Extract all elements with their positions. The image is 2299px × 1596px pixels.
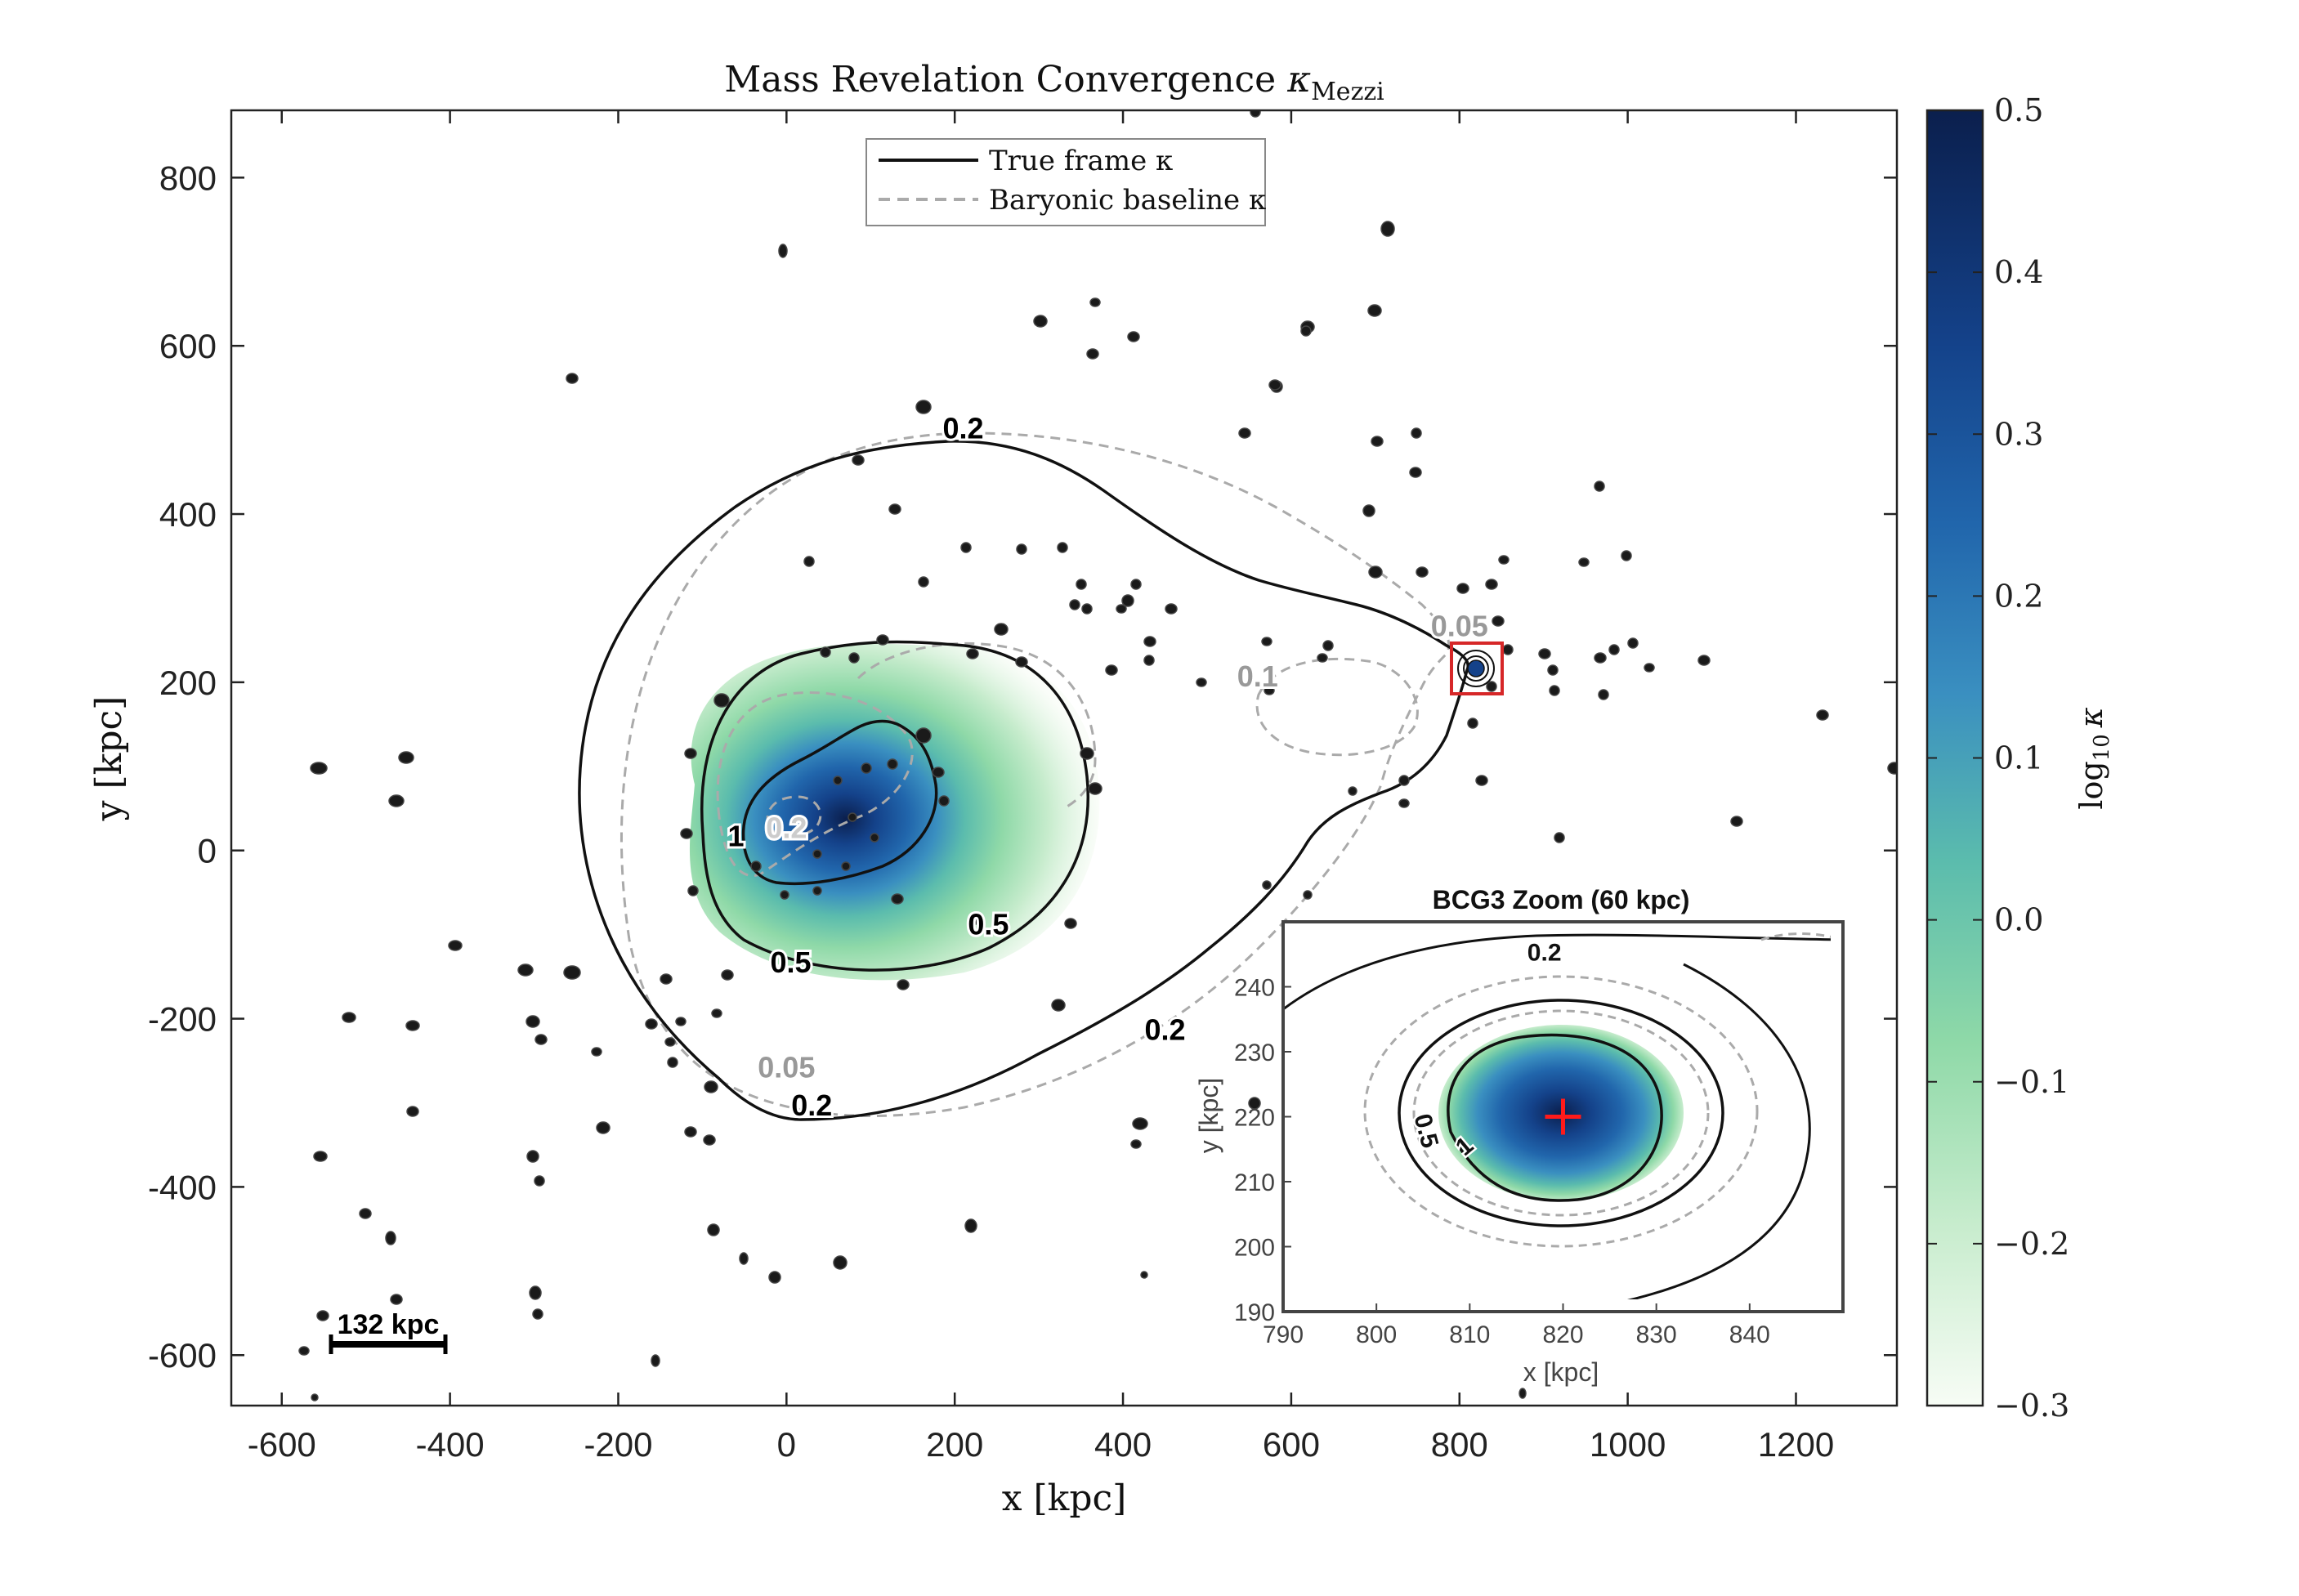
y-axis: 800 600 400 200 0 -200 -400 -600: [148, 159, 1897, 1375]
y-tick-label: 800: [159, 159, 217, 197]
contour-labels: 0.2 0.2 0.2 0.5 0.5 1 0.05 0.1 0.05 0.2: [726, 409, 1491, 1124]
scale-bar: 132 kpc: [329, 1309, 448, 1354]
x-tick-label: 1200: [1758, 1425, 1834, 1464]
x-tick-label: 600: [1263, 1425, 1320, 1464]
colorbar-label: log10κ: [2073, 707, 2114, 809]
inset-x-tick-label: 790: [1263, 1321, 1304, 1348]
contour-label: 0.1: [1237, 659, 1278, 693]
legend-box: [865, 138, 1266, 226]
inset-x-tick-label: 800: [1356, 1321, 1397, 1348]
inset-x-tick-label: 820: [1542, 1321, 1583, 1348]
y-axis-label: y [kpc]: [88, 696, 130, 822]
inset-outer-contour-right: [1626, 963, 1811, 1299]
x-tick-label: 400: [1094, 1425, 1152, 1464]
y-tick-label: 400: [159, 495, 217, 534]
main-plot-frame: [230, 109, 1899, 1407]
colorbar-tick-label: 0.3: [1994, 416, 2043, 452]
y-tick-label: 200: [159, 664, 217, 702]
contour-label: 0.05: [1431, 609, 1488, 642]
inset-x-tick-label: 830: [1636, 1321, 1677, 1348]
colorbar-tick-label: −0.3: [1994, 1388, 2069, 1424]
contour-label: 0.2: [766, 811, 807, 844]
main-plot: 0.2 0.2 0.2 0.5 0.5 1 0.05 0.1 0.05 0.2: [231, 110, 1897, 1406]
inset-outer-contour-top: [1282, 933, 1831, 1011]
inset-dashed-contour-inner: [1412, 1009, 1710, 1217]
x-tick-label: -600: [248, 1425, 316, 1464]
bcg3-highlight-box: [1450, 642, 1504, 695]
inset-y-axis-label: y [kpc]: [1194, 1078, 1223, 1153]
inset-y-tick-label: 210: [1234, 1169, 1275, 1196]
inset-y-tick-label: 200: [1234, 1235, 1275, 1262]
true-frame-contours: [578, 440, 1469, 1121]
x-tick-label: 0: [777, 1425, 796, 1464]
inset-contour-0.5: [1398, 999, 1724, 1227]
colorbar-tick-label: −0.1: [1994, 1064, 2069, 1100]
inset-y-axis: 240 230 220 210 200 190: [1234, 975, 1291, 1326]
contour-label: 0.2: [1144, 1013, 1185, 1046]
colorbar: 0.5 0.4 0.3 0.2 0.1 0.0 −0.1 −0.2 −0.3 log10κ: [1926, 92, 2114, 1424]
inset-contour-label: 0.2: [1527, 940, 1562, 967]
x-tick-label: 800: [1431, 1425, 1488, 1464]
x-axis-label: x [kpc]: [1002, 1478, 1127, 1519]
inset-y-tick-label: 190: [1234, 1299, 1275, 1326]
inset-x-axis: 790 800 810 820 830 840: [1263, 1303, 1770, 1348]
inset-contour-1: [1447, 1033, 1663, 1202]
legend-label-baryonic: Baryonic baseline κ: [989, 184, 1266, 217]
inset-y-tick-label: 240: [1234, 975, 1275, 1002]
inset-y-tick-label: 220: [1234, 1105, 1275, 1132]
y-tick-label: 600: [159, 327, 217, 365]
baryonic-contours: [619, 431, 1451, 1117]
scale-bar-label: 132 kpc: [338, 1309, 440, 1340]
legend-label-true-frame: True frame κ: [989, 145, 1173, 177]
contour-label: 0.2: [791, 1089, 832, 1122]
colorbar-tick-label: 0.0: [1994, 902, 2043, 938]
colorbar-tick-label: 0.4: [1994, 254, 2043, 290]
x-tick-label: 1000: [1590, 1425, 1666, 1464]
contour-label: 0.5: [968, 908, 1009, 941]
inset-y-tick-label: 230: [1234, 1039, 1275, 1066]
contour-label: 1: [728, 820, 745, 853]
colorbar-tick-label: 0.2: [1994, 578, 2043, 614]
y-tick-label: 0: [198, 832, 217, 870]
convergence-heatmap-main: [689, 643, 1100, 981]
colorbar-tick-label: 0.5: [1994, 92, 2043, 128]
x-axis: -600 -400 -200 0 200 400 600 800 1000 1200: [248, 110, 1834, 1464]
x-tick-label: -400: [416, 1425, 485, 1464]
contour-label: 0.5: [770, 946, 811, 979]
y-tick-label: -400: [148, 1168, 217, 1206]
galaxy-blobs: [298, 110, 1897, 1402]
legend: True frame κ Baryonic baseline κ: [865, 138, 1266, 226]
inset-x-tick-label: 840: [1729, 1321, 1770, 1348]
chart-title: Mass Revelation Convergence κMezzi: [724, 59, 1384, 106]
inset-title: BCG3 Zoom (60 kpc): [1433, 885, 1690, 914]
inset-x-tick-label: 810: [1449, 1321, 1490, 1348]
bcg3-spot: [1457, 650, 1495, 687]
inset-zoom: BCG3 Zoom (60 kpc) 0.20.5 1 790 800 810 820 8…: [1194, 885, 1845, 1387]
inset-dashed-contour-outer: [1363, 975, 1759, 1248]
colorbar-tick-label: −0.2: [1994, 1226, 2069, 1262]
inset-x-axis-label: x [kpc]: [1523, 1357, 1599, 1387]
inset-center-marker: [1545, 1098, 1581, 1135]
x-tick-label: -200: [584, 1425, 652, 1464]
colorbar-ticks: 0.5 0.4 0.3 0.2 0.1 0.0 −0.1 −0.2 −0.3: [1927, 92, 2069, 1424]
y-tick-label: -600: [148, 1336, 217, 1375]
y-tick-label: -200: [148, 1000, 217, 1039]
colorbar-tick-label: 0.1: [1994, 740, 2043, 776]
contour-label: 0.2: [942, 411, 983, 445]
contour-label: 0.05: [758, 1051, 815, 1084]
x-tick-label: 200: [926, 1425, 983, 1464]
